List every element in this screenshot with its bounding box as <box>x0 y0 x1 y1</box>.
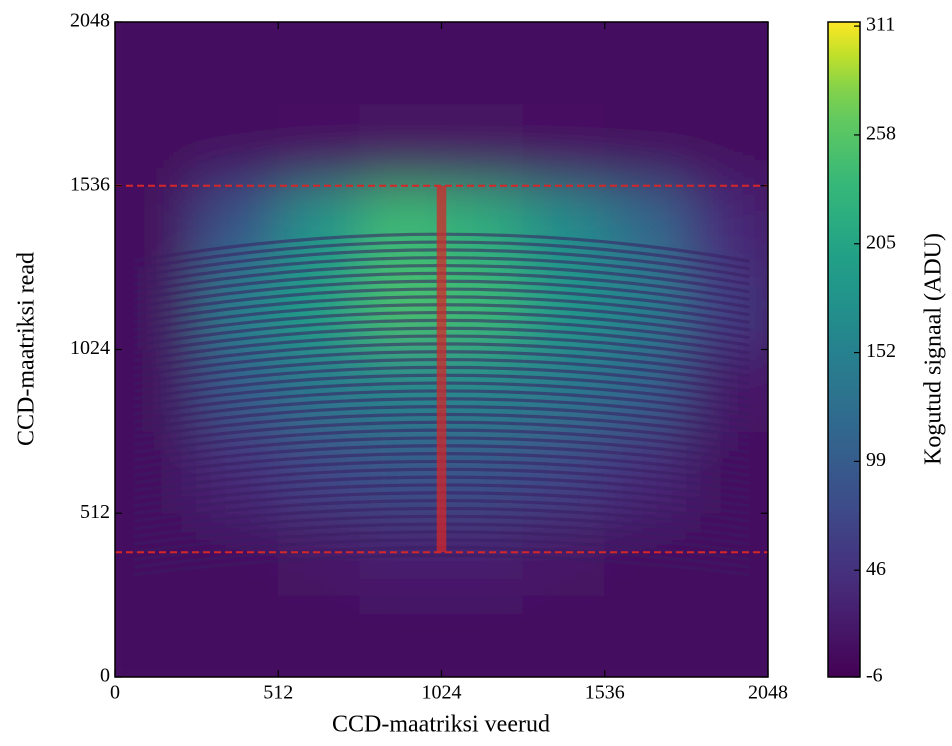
heatmap-cell <box>196 103 279 187</box>
heatmap-cell <box>277 594 361 677</box>
colorbar <box>827 21 861 678</box>
column-band <box>436 185 447 553</box>
heatmap-cell <box>441 185 524 269</box>
heatmap-cell <box>359 22 442 105</box>
y-tick-label: 0 <box>100 665 110 687</box>
heatmap-cell <box>685 594 768 677</box>
heatmap-cell <box>685 22 768 105</box>
heatmap-cell <box>685 103 768 187</box>
heatmap-cell <box>196 594 279 677</box>
y-tick-label: 2048 <box>70 10 110 32</box>
heatmap-cell <box>604 22 687 105</box>
heatmap-cell <box>522 594 606 677</box>
heatmap-cell <box>115 185 198 269</box>
heatmap-cell <box>196 22 279 105</box>
heatmap-cell <box>115 103 198 187</box>
x-tick-label: 2048 <box>748 682 788 704</box>
heatmap-cell <box>277 103 361 187</box>
heatmap-cell <box>441 594 524 677</box>
colorbar-tick-label: 46 <box>866 558 886 580</box>
colorbar-tick-label: -6 <box>866 665 883 687</box>
x-tick-label: 1024 <box>422 682 462 704</box>
x-tick-label: 1536 <box>585 682 625 704</box>
colorbar-tick-label: 311 <box>866 14 895 36</box>
colorbar-tick-label: 99 <box>866 449 886 471</box>
order-gap <box>133 553 750 577</box>
heatmap <box>115 22 768 677</box>
heatmap-cell <box>196 185 279 269</box>
colorbar-tick-label: 152 <box>866 340 896 362</box>
colorbar-tick-label: 258 <box>866 123 896 145</box>
heatmap-cell <box>359 185 442 269</box>
colorbar-label: Kogutud signaal (ADU) <box>921 233 947 465</box>
heatmap-cell <box>604 103 687 187</box>
y-tick-label: 512 <box>80 501 110 523</box>
heatmap-cell <box>441 103 524 187</box>
heatmap-cell <box>604 185 687 269</box>
heatmap-cell <box>359 103 442 187</box>
heatmap-cell <box>685 185 768 269</box>
x-tick-label: 0 <box>110 682 120 704</box>
x-axis-label: CCD-maatriksi veerud <box>332 712 550 738</box>
colorbar-tick-label: 205 <box>866 231 896 253</box>
x-tick-label: 512 <box>263 682 293 704</box>
heatmap-cell <box>604 594 687 677</box>
heatmap-cell <box>277 22 361 105</box>
heatmap-cell <box>441 22 524 105</box>
heatmap-cell <box>359 594 442 677</box>
heatmap-cell <box>115 22 198 105</box>
y-axis-label: CCD-maatriksi read <box>14 252 40 446</box>
y-tick-label: 1536 <box>70 173 110 195</box>
y-tick-label: 1024 <box>70 337 110 359</box>
heatmap-cell <box>522 22 606 105</box>
heatmap-cell <box>115 594 198 677</box>
heatmap-cell <box>522 103 606 187</box>
